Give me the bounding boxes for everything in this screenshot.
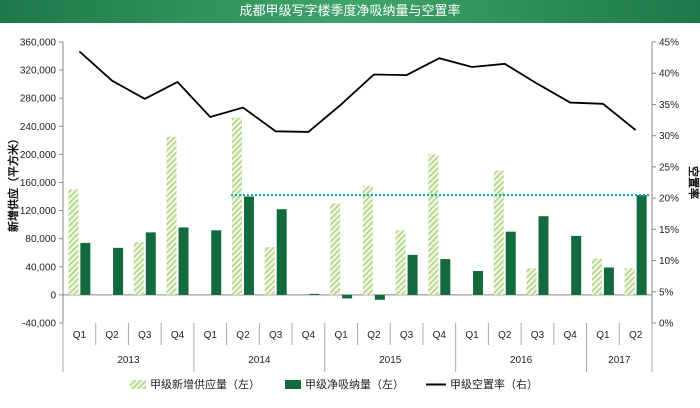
absorption-bar bbox=[636, 195, 647, 295]
supply-bar bbox=[166, 136, 177, 295]
year-label: 2015 bbox=[379, 355, 402, 366]
y-left-tick-label: 40,000 bbox=[25, 262, 56, 273]
y-right-tick-label: 0% bbox=[659, 319, 674, 330]
quarter-label: Q1 bbox=[204, 330, 218, 341]
quarter-label: Q3 bbox=[531, 330, 545, 341]
legend-absorption-swatch bbox=[285, 380, 301, 389]
absorption-bar bbox=[342, 294, 353, 299]
absorption-bar bbox=[113, 247, 124, 295]
legend-vacancy-label: 甲级空置率（右） bbox=[450, 377, 538, 391]
quarter-label: Q3 bbox=[269, 330, 283, 341]
y-left-tick-label: 360,000 bbox=[20, 38, 57, 49]
quarter-label: Q1 bbox=[465, 330, 479, 341]
quarter-label: Q4 bbox=[302, 330, 316, 341]
chart-title: 成都甲级写字楼季度净吸纳量与空置率 bbox=[0, 0, 700, 23]
quarter-label: Q3 bbox=[400, 330, 414, 341]
legend-supply-swatch bbox=[130, 380, 146, 389]
quarter-label: Q3 bbox=[138, 330, 152, 341]
absorption-bar bbox=[211, 230, 222, 295]
y-right-tick-label: 5% bbox=[659, 287, 674, 298]
y-left-tick-label: 120,000 bbox=[20, 206, 57, 217]
supply-bar bbox=[526, 268, 537, 295]
y-right-tick-label: 10% bbox=[659, 256, 679, 267]
y-right-tick-label: 15% bbox=[659, 225, 679, 236]
y-left-tick-label: 320,000 bbox=[20, 66, 57, 77]
absorption-bar bbox=[178, 227, 189, 295]
supply-bar bbox=[428, 154, 439, 295]
absorption-bar bbox=[505, 231, 516, 295]
absorption-bar bbox=[603, 267, 614, 295]
supply-bar bbox=[133, 242, 144, 295]
y-left-tick-label: 200,000 bbox=[20, 150, 57, 161]
absorption-bar bbox=[309, 293, 320, 295]
absorption-bar bbox=[440, 259, 451, 295]
absorption-bar bbox=[145, 232, 156, 295]
year-label: 2014 bbox=[248, 355, 271, 366]
legend-absorption-label: 甲级净吸纳量（左） bbox=[305, 377, 404, 391]
y-right-tick-label: 20% bbox=[659, 194, 679, 205]
quarter-label: Q2 bbox=[236, 330, 250, 341]
supply-bar bbox=[362, 186, 373, 295]
year-label: 2013 bbox=[117, 355, 140, 366]
y-left-tick-label: 240,000 bbox=[20, 122, 57, 133]
supply-bar bbox=[493, 170, 504, 295]
y-right-tick-label: 45% bbox=[659, 38, 679, 49]
absorption-bar bbox=[407, 254, 418, 295]
quarter-label: Q2 bbox=[367, 330, 381, 341]
y-left-tick-label: 0 bbox=[50, 290, 56, 301]
absorption-bar bbox=[276, 209, 287, 295]
supply-bar bbox=[231, 117, 242, 295]
quarter-label: Q2 bbox=[629, 330, 643, 341]
legend-supply-label: 甲级新增供应量（左） bbox=[150, 377, 260, 391]
absorption-bar bbox=[538, 216, 549, 295]
y-right-tick-label: 25% bbox=[659, 162, 679, 173]
y-left-axis-title: 新增供应（平方米） bbox=[6, 133, 20, 232]
quarter-label: Q4 bbox=[564, 330, 578, 341]
quarter-label: Q4 bbox=[433, 330, 447, 341]
year-label: 2017 bbox=[608, 355, 631, 366]
y-right-tick-label: 40% bbox=[659, 69, 679, 80]
y-left-tick-label: 160,000 bbox=[20, 178, 57, 189]
supply-bar bbox=[330, 203, 341, 295]
absorption-bar bbox=[80, 242, 91, 295]
supply-bar bbox=[264, 247, 275, 295]
absorption-bar bbox=[374, 294, 385, 300]
quarter-label: Q1 bbox=[596, 330, 610, 341]
y-right-tick-label: 35% bbox=[659, 100, 679, 111]
quarter-label: Q2 bbox=[105, 330, 119, 341]
y-left-tick-label: 80,000 bbox=[25, 234, 56, 245]
supply-bar bbox=[395, 230, 406, 295]
y-right-axis-title: 空置率 bbox=[687, 166, 700, 199]
y-left-tick-label: 280,000 bbox=[20, 94, 57, 105]
supply-bar bbox=[591, 258, 602, 295]
y-right-tick-label: 30% bbox=[659, 131, 679, 142]
supply-bar bbox=[624, 268, 635, 295]
vacancy-line bbox=[78, 50, 637, 133]
absorption-bar bbox=[243, 196, 254, 295]
year-label: 2016 bbox=[510, 355, 533, 366]
supply-bar bbox=[68, 189, 79, 295]
y-left-tick-label: -40,000 bbox=[22, 319, 56, 330]
quarter-label: Q2 bbox=[498, 330, 512, 341]
quarter-label: Q4 bbox=[171, 330, 185, 341]
absorption-bar bbox=[473, 271, 484, 295]
absorption-bar bbox=[571, 235, 582, 295]
quarter-label: Q1 bbox=[73, 330, 87, 341]
quarter-label: Q1 bbox=[334, 330, 348, 341]
